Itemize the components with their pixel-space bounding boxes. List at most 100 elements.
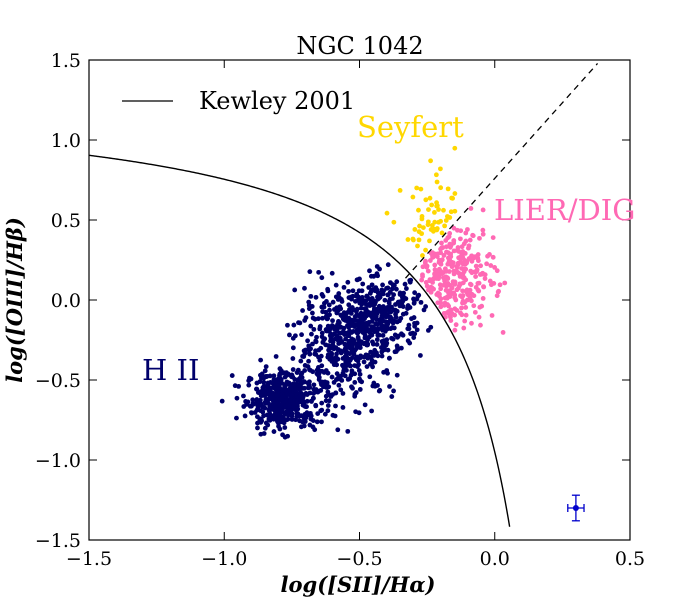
data-point: [412, 331, 418, 337]
data-point: [405, 338, 411, 344]
data-point: [459, 253, 465, 259]
data-point: [459, 305, 464, 311]
data-point: [323, 393, 329, 399]
data-point: [383, 342, 389, 348]
data-point: [427, 238, 432, 244]
data-point: [291, 322, 297, 328]
axis-tick-labels: −1.5 −1.0 −0.5 0.0 0.5 −1.5 −1.0 −0.5 0.0 0.5 1.0 1…: [35, 50, 645, 570]
data-point: [414, 327, 420, 333]
data-point: [287, 332, 292, 338]
data-point: [480, 231, 486, 237]
data-point: [343, 312, 349, 318]
data-point: [255, 403, 261, 409]
data-point: [332, 325, 337, 330]
data-point: [325, 389, 331, 395]
data-point: [290, 345, 296, 351]
data-point: [365, 337, 370, 343]
data-point: [371, 273, 377, 279]
data-point: [333, 361, 338, 367]
data-point: [320, 382, 326, 388]
data-point: [305, 338, 310, 344]
data-point: [445, 281, 451, 286]
data-point: [319, 400, 325, 406]
data-point: [306, 358, 311, 364]
data-point: [354, 312, 360, 318]
data-point: [340, 391, 346, 396]
data-point: [276, 423, 281, 429]
data-point: [463, 305, 469, 310]
data-point: [283, 403, 288, 409]
data-point: [377, 292, 383, 297]
curves: [88, 63, 599, 527]
data-point: [284, 408, 290, 414]
data-point: [396, 299, 401, 305]
data-point: [306, 306, 312, 312]
data-point: [443, 238, 449, 243]
data-point: [345, 344, 351, 350]
data-point: [354, 277, 360, 283]
data-point: [329, 358, 335, 364]
data-point: [296, 383, 302, 388]
data-point: [478, 322, 483, 328]
data-point: [368, 354, 374, 360]
data-point: [277, 372, 282, 378]
y-tick-label: 0.0: [51, 290, 81, 312]
data-point: [425, 222, 431, 228]
data-point: [353, 390, 359, 395]
data-point: [319, 419, 324, 425]
data-point: [347, 351, 353, 357]
data-point: [420, 225, 426, 231]
data-point: [249, 410, 255, 416]
data-point: [359, 295, 365, 300]
data-point: [311, 326, 317, 332]
data-point: [290, 356, 296, 361]
data-point: [404, 286, 409, 291]
data-point: [334, 371, 340, 377]
data-point: [352, 363, 358, 369]
data-point: [263, 364, 269, 369]
data-point: [324, 299, 329, 304]
data-point: [326, 325, 332, 330]
data-point: [306, 299, 312, 305]
data-point: [349, 296, 354, 302]
data-point: [412, 290, 418, 296]
data-point: [275, 393, 281, 398]
data-point: [444, 249, 449, 255]
data-point: [411, 296, 416, 302]
data-point: [447, 294, 453, 299]
data-point: [325, 370, 331, 376]
data-point: [460, 288, 465, 294]
data-point: [282, 384, 288, 390]
data-point: [351, 351, 357, 357]
data-point: [282, 425, 288, 430]
data-point: [469, 320, 474, 326]
data-point: [333, 282, 339, 288]
data-point: [438, 300, 444, 306]
y-tick-label: 1.5: [51, 50, 81, 72]
region-labels: H II Seyfert LIER/DIG: [142, 110, 635, 387]
data-point: [255, 425, 260, 431]
data-point: [285, 322, 290, 328]
data-point: [452, 292, 458, 298]
data-point: [484, 261, 490, 267]
data-point: [353, 409, 359, 415]
data-point: [390, 296, 395, 301]
data-point: [333, 336, 339, 342]
data-point: [353, 357, 359, 363]
data-point: [325, 408, 331, 414]
data-point: [432, 210, 437, 215]
data-point: [441, 207, 446, 213]
data-point: [244, 402, 250, 407]
data-point: [350, 288, 356, 294]
data-point: [426, 287, 431, 293]
data-point: [453, 322, 459, 328]
data-point: [443, 218, 449, 223]
data-point: [368, 310, 374, 316]
data-point: [271, 429, 277, 434]
data-point: [427, 195, 433, 201]
data-point: [488, 263, 494, 268]
data-point: [478, 263, 484, 269]
data-point: [299, 370, 305, 376]
data-point: [347, 323, 353, 329]
data-point: [263, 374, 269, 380]
